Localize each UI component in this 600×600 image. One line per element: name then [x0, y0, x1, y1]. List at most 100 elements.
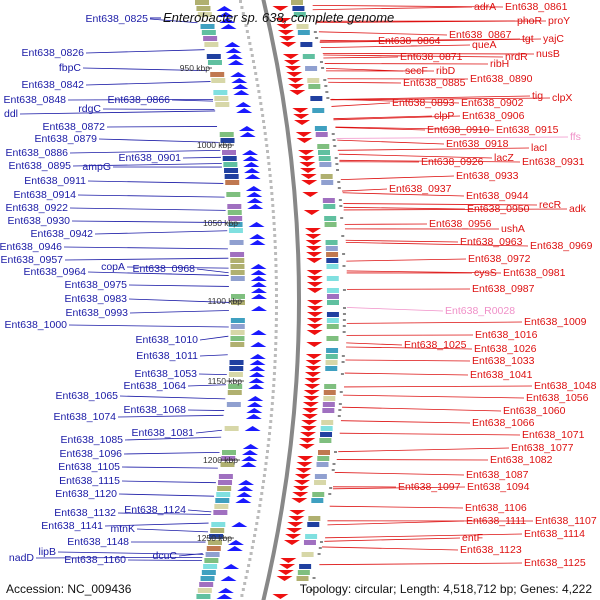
- gene-label[interactable]: Ent638_0926: [421, 156, 484, 168]
- gene-label[interactable]: ribD: [436, 65, 456, 77]
- gene-label[interactable]: Ent638_1096: [60, 448, 123, 460]
- gene-label[interactable]: Ent638_1056: [526, 392, 589, 404]
- gene-label[interactable]: Ent638_0983: [65, 293, 128, 305]
- gene-label[interactable]: phoR: [517, 15, 543, 27]
- gene-label[interactable]: Ent638_0867: [449, 29, 512, 41]
- gene-label[interactable]: Ent638_0879: [35, 133, 98, 145]
- gene-label[interactable]: Ent638_1081: [132, 427, 195, 439]
- gene-label[interactable]: Ent638_0957: [1, 254, 64, 266]
- gene-label[interactable]: Ent638_0963: [460, 236, 523, 248]
- gene-label[interactable]: Ent638_1148: [67, 536, 129, 548]
- gene-label[interactable]: Ent638_0987: [472, 283, 535, 295]
- gene-label[interactable]: lacI: [531, 142, 547, 154]
- gene-label[interactable]: rdgC: [78, 103, 101, 115]
- gene-label[interactable]: Ent638_0885: [403, 77, 466, 89]
- gene-label[interactable]: Ent638_0871: [400, 51, 463, 63]
- gene-label[interactable]: Ent638_0848: [4, 94, 67, 106]
- gene-label[interactable]: Ent638_0956: [429, 218, 492, 230]
- gene-label[interactable]: Ent638_0922: [6, 202, 69, 214]
- gene-label[interactable]: clpX: [552, 92, 572, 104]
- gene-label[interactable]: Ent638_0902: [461, 97, 524, 109]
- gene-label[interactable]: Ent638_0972: [468, 253, 531, 265]
- gene-label[interactable]: Ent638_0872: [43, 121, 106, 133]
- gene-label[interactable]: Ent638_1048: [534, 380, 597, 392]
- gene-label[interactable]: Ent638_0918: [446, 138, 509, 150]
- rna-label[interactable]: Ent638_R0028: [445, 305, 515, 317]
- gene-label[interactable]: ddl: [4, 108, 18, 120]
- gene-label[interactable]: Ent638_1025: [404, 339, 467, 351]
- gene-label[interactable]: fbpC: [59, 62, 82, 74]
- gene-label[interactable]: Ent638_0910: [427, 124, 490, 136]
- gene-label[interactable]: lipB: [38, 546, 56, 558]
- gene-label[interactable]: Ent638_0842: [22, 79, 85, 91]
- gene-label[interactable]: nadD: [9, 552, 35, 564]
- gene-label[interactable]: Ent638_1094: [467, 481, 530, 493]
- gene-label[interactable]: Ent638_0914: [14, 189, 77, 201]
- gene-label[interactable]: Ent638_1107: [535, 515, 597, 527]
- gene-label[interactable]: queA: [472, 39, 497, 51]
- gene-label[interactable]: yajC: [543, 33, 564, 45]
- gene-label[interactable]: Ent638_1068: [124, 404, 187, 416]
- gene-label[interactable]: Ent638_0969: [530, 240, 593, 252]
- gene-label[interactable]: Ent638_1010: [136, 334, 199, 346]
- gene-label[interactable]: Ent638_0826: [22, 47, 85, 59]
- gene-label[interactable]: proY: [548, 15, 570, 27]
- gene-label[interactable]: ushA: [501, 223, 525, 235]
- gene-label[interactable]: Ent638_1106: [465, 502, 527, 514]
- gene-label[interactable]: Ent638_0975: [65, 279, 128, 291]
- gene-label[interactable]: copA: [101, 261, 125, 273]
- gene-label[interactable]: Ent638_0861: [505, 1, 568, 13]
- gene-label[interactable]: Ent638_0911: [24, 175, 86, 187]
- gene-label[interactable]: Ent638_0946: [0, 241, 62, 253]
- gene-label[interactable]: Ent638_1160: [64, 554, 126, 566]
- gene-label[interactable]: Ent638_1066: [472, 417, 535, 429]
- gene-label[interactable]: Ent638_0933: [456, 170, 519, 182]
- gene-label[interactable]: tgt: [522, 33, 534, 45]
- gene-label[interactable]: Ent638_1071: [522, 429, 585, 441]
- gene-label[interactable]: Ent638_1097: [398, 481, 461, 493]
- gene-label[interactable]: Ent638_0950: [467, 203, 530, 215]
- gene-label[interactable]: Ent638_1053: [135, 368, 198, 380]
- gene-label[interactable]: Ent638_1033: [472, 355, 535, 367]
- gene-label[interactable]: Ent638_1125: [524, 557, 586, 569]
- gene-label[interactable]: nrdR: [505, 51, 528, 63]
- gene-label[interactable]: dcuC: [152, 550, 177, 562]
- gene-label[interactable]: Ent638_0895: [9, 160, 72, 172]
- gene-label[interactable]: Ent638_1115: [59, 475, 120, 487]
- gene-label[interactable]: Ent638_1124: [124, 504, 186, 516]
- gene-label[interactable]: Ent638_0968: [133, 263, 196, 275]
- gene-label[interactable]: nusB: [536, 48, 560, 60]
- gene-label[interactable]: Ent638_0942: [31, 228, 94, 240]
- gene-label[interactable]: lacZ: [494, 152, 514, 164]
- gene-label[interactable]: Ent638_1105: [58, 461, 120, 473]
- gene-label[interactable]: Ent638_0981: [503, 267, 566, 279]
- gene-label[interactable]: mtnK: [110, 523, 135, 535]
- gene-label[interactable]: Ent638_1077: [511, 442, 574, 454]
- gene-label[interactable]: Ent638_0915: [496, 124, 559, 136]
- gene-label[interactable]: ampG: [82, 161, 111, 173]
- gene-label[interactable]: Ent638_1000: [5, 319, 68, 331]
- gene-label[interactable]: Ent638_1123: [460, 544, 522, 556]
- gene-label[interactable]: entF: [462, 532, 483, 544]
- gene-label[interactable]: clpP: [434, 110, 454, 122]
- gene-label[interactable]: Ent638_1016: [475, 329, 538, 341]
- rna-label[interactable]: ffs: [570, 131, 581, 143]
- gene-label[interactable]: Ent638_1114: [524, 528, 585, 540]
- gene-label[interactable]: Ent638_0893: [392, 97, 455, 109]
- gene-label[interactable]: Ent638_1087: [466, 469, 529, 481]
- gene-label[interactable]: cysS: [474, 267, 497, 279]
- gene-label[interactable]: Ent638_0931: [522, 156, 585, 168]
- gene-label[interactable]: Ent638_1026: [474, 343, 537, 355]
- gene-label[interactable]: Ent638_1132: [54, 507, 116, 519]
- gene-label[interactable]: adk: [569, 203, 587, 215]
- gene-label[interactable]: Ent638_1111: [466, 515, 526, 527]
- gene-label[interactable]: Ent638_1082: [490, 454, 553, 466]
- gene-label[interactable]: Ent638_0864: [378, 35, 441, 47]
- gene-label[interactable]: Ent638_0964: [24, 266, 87, 278]
- gene-label[interactable]: Ent638_0890: [470, 73, 533, 85]
- gene-label[interactable]: Ent638_0825: [86, 13, 149, 25]
- gene-label[interactable]: Ent638_0930: [8, 215, 71, 227]
- gene-label[interactable]: Ent638_1060: [503, 405, 566, 417]
- gene-label[interactable]: Ent638_1009: [524, 316, 587, 328]
- gene-label[interactable]: Ent638_0993: [66, 307, 129, 319]
